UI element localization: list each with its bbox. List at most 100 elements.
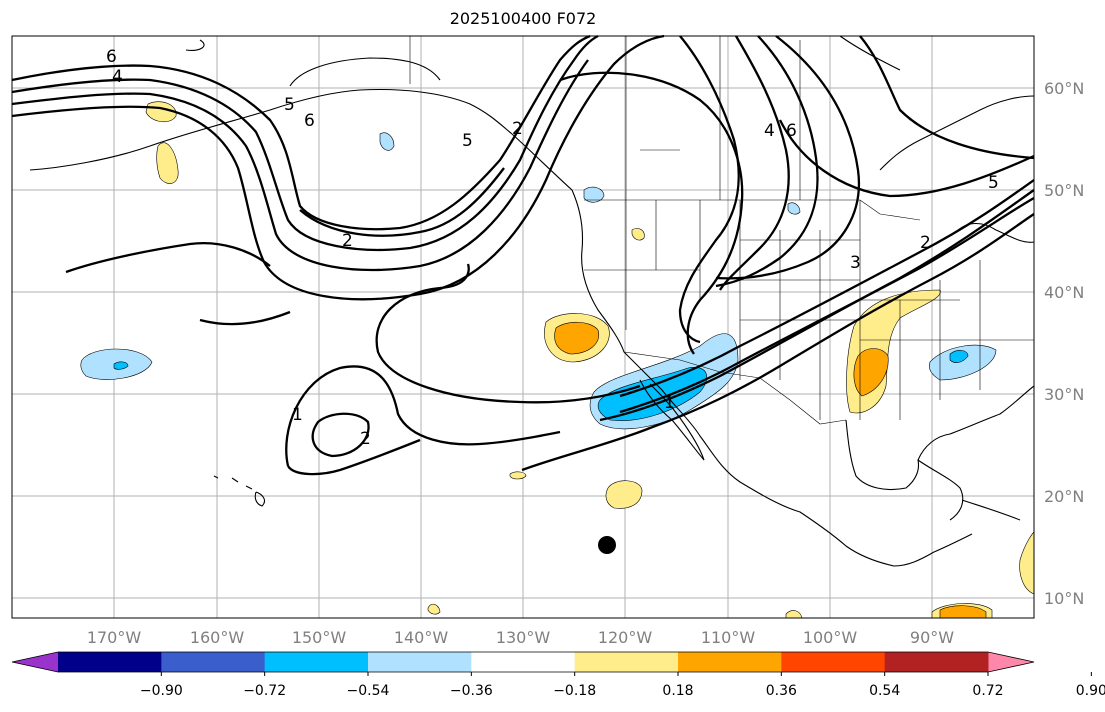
lon-tick-label: 140°W: [394, 628, 449, 647]
colorbar-segment: [884, 652, 989, 672]
colorbar-segment: [368, 652, 472, 672]
colorbar-tick-label: 0.18: [662, 683, 693, 699]
colorbar: −0.90 −0.72 −0.54 −0.36 −0.18 0.18 0.36 0.54 0.7…: [11, 651, 1105, 699]
us-canada-border: [584, 199, 921, 221]
contour-label: 4: [764, 121, 775, 141]
positive-anomaly-region: [509, 471, 527, 480]
negative-anomaly-region: [583, 186, 605, 203]
colorbar-segment: [781, 652, 886, 672]
colorbar-tick-label: 0.54: [869, 683, 900, 699]
colorbar-segment: [574, 652, 679, 672]
contour-label: 2: [920, 233, 931, 253]
contour-label: 2: [512, 119, 523, 139]
positive-anomaly-region: [156, 142, 179, 184]
contour-line: [11, 59, 589, 272]
contour-line: [599, 189, 1035, 422]
colorbar-tick-label: 0.36: [766, 683, 797, 699]
lon-tick-label: 160°W: [190, 628, 245, 647]
west-coast: [511, 133, 973, 567]
lat-tick-label: 10°N: [1044, 589, 1084, 608]
lat-tick-label: 60°N: [1044, 79, 1084, 98]
contour-label: 6: [304, 111, 315, 131]
contour-line: [859, 35, 1035, 160]
contour-label: 5: [462, 131, 473, 151]
lon-tick-label: 130°W: [496, 628, 551, 647]
contour-line: [285, 365, 561, 467]
hawaii-islands: [213, 475, 265, 507]
yucatan-coast: [917, 459, 964, 521]
lat-tick-label: 30°N: [1044, 385, 1084, 404]
contour-label: 4: [112, 67, 123, 87]
lat-tick-label: 20°N: [1044, 487, 1084, 506]
latitude-labels: 60°N 50°N 40°N 30°N 20°N 10°N: [1044, 79, 1084, 608]
colorbar-segment: [58, 652, 162, 672]
state-border: [584, 200, 1034, 420]
hudson-coast: [879, 95, 1035, 171]
contour-label: 5: [988, 173, 999, 193]
contour-line: [619, 197, 1035, 414]
longitude-labels: 170°W 160°W 150°W 140°W 130°W 120°W 110°…: [87, 628, 954, 647]
contour-label: 1: [292, 405, 303, 425]
map-frame: [11, 35, 1035, 619]
contour-line: [521, 213, 1035, 472]
contour-line: [287, 438, 421, 476]
lat-tick-label: 50°N: [1044, 181, 1084, 200]
contour-line: [11, 34, 591, 231]
map-title: 2025100400 F072: [449, 9, 597, 28]
alaska-coast: [29, 88, 513, 171]
lon-tick-label: 150°W: [292, 628, 347, 647]
contour-line: [715, 35, 861, 280]
contour-line: [11, 34, 665, 301]
contour-line: [311, 412, 370, 458]
contour-line: [678, 35, 740, 344]
positive-anomaly-region: [427, 603, 441, 615]
contour-label: 3: [850, 253, 861, 273]
lon-tick-label: 120°W: [598, 628, 653, 647]
colorbar-tick-label: 0.90: [1076, 683, 1105, 699]
contour-line: [719, 35, 790, 291]
cuba-coast: [961, 499, 1021, 521]
political-borders: [409, 36, 1034, 425]
contour-line: [199, 310, 291, 326]
colorbar-tick-label: −0.18: [553, 683, 596, 699]
contour-label: 6: [786, 121, 797, 141]
contour-line: [715, 35, 819, 288]
colorbar-extend-max: [988, 652, 1034, 672]
negative-anomaly-region: [929, 344, 997, 381]
positive-anomaly-core: [939, 605, 987, 619]
colorbar-extend-min: [12, 652, 58, 672]
colorbar-tick-label: −0.90: [140, 683, 183, 699]
lon-tick-label: 100°W: [803, 628, 858, 647]
height-contours: [11, 34, 1035, 476]
positive-anomaly-core: [554, 321, 599, 355]
colorbar-segment: [678, 652, 782, 672]
contour-label: 6: [106, 47, 117, 67]
contour-line: [299, 167, 505, 237]
negative-anomaly-region: [379, 132, 395, 151]
positive-anomaly-region: [631, 228, 645, 241]
contour-line: [778, 119, 1035, 198]
contour-line: [65, 242, 271, 274]
contour-label: 5: [284, 95, 295, 115]
contour-label: 2: [360, 429, 371, 449]
contour-label: 2: [342, 231, 353, 251]
alaska-coast: [185, 39, 205, 51]
colorbar-segment: [161, 652, 266, 672]
contour-line: [559, 71, 744, 355]
contour-label: 1: [664, 393, 675, 413]
negative-anomaly-core: [949, 350, 969, 363]
positive-anomaly-core: [853, 348, 889, 397]
colorbar-tick-label: −0.72: [243, 683, 286, 699]
alaska-coast: [289, 57, 441, 87]
colorbar-tick-label: −0.36: [450, 683, 493, 699]
lat-tick-label: 40°N: [1044, 283, 1084, 302]
negative-anomaly-core: [113, 361, 129, 370]
colorbar-segment: [471, 652, 576, 672]
lon-tick-label: 110°W: [701, 628, 756, 647]
colorbar-segment: [264, 652, 369, 672]
positive-anomaly-region: [605, 480, 643, 509]
province-border: [625, 36, 801, 200]
contour-line: [619, 179, 1035, 398]
baja-coast: [639, 379, 705, 461]
